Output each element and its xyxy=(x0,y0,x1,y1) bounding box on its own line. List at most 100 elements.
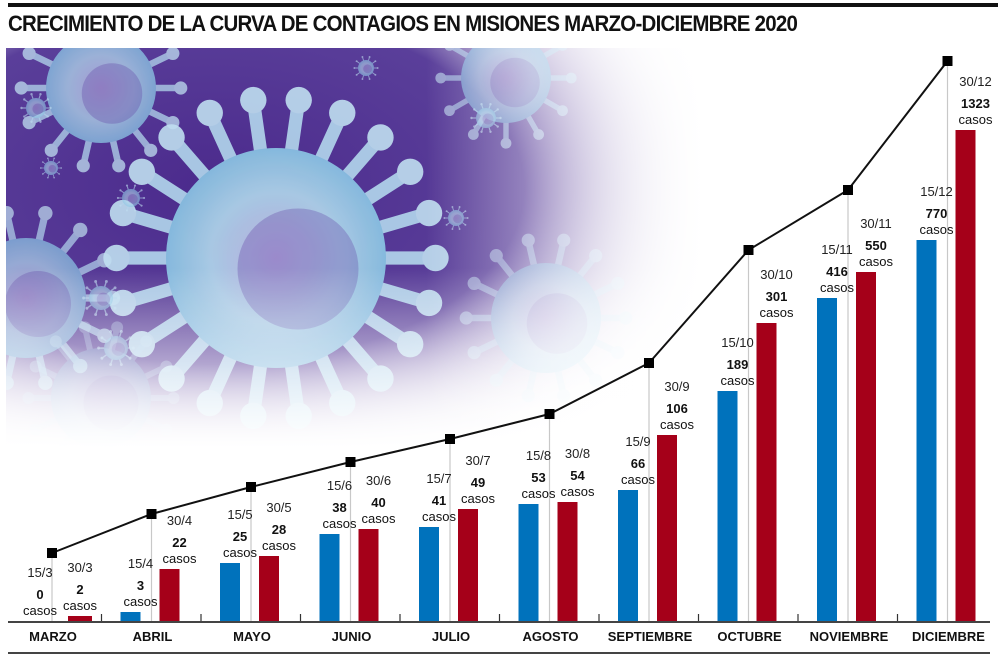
date-label: 30/7 xyxy=(465,453,490,468)
bottom-rule xyxy=(8,652,990,654)
bar-end-month-30-4 xyxy=(159,569,180,621)
value-label: 0 xyxy=(36,587,43,602)
unit-label: casos xyxy=(920,222,954,237)
date-label: 30/8 xyxy=(565,446,590,461)
trend-line xyxy=(47,56,953,558)
date-label: 15/11 xyxy=(821,242,853,257)
bar-end-month-30-3 xyxy=(68,616,92,621)
value-label: 1323 xyxy=(961,96,990,111)
value-label: 41 xyxy=(432,493,446,508)
month-label: JULIO xyxy=(432,629,470,644)
month-label: ABRIL xyxy=(133,629,173,644)
bar-end-month-30-6 xyxy=(358,529,379,621)
unit-label: casos xyxy=(721,373,755,388)
value-label: 53 xyxy=(531,470,545,485)
bar-mid-month-15-5 xyxy=(220,563,240,621)
date-label: 30/11 xyxy=(860,216,892,231)
date-label: 30/10 xyxy=(760,267,793,282)
value-label: 49 xyxy=(471,475,485,490)
trend-marker xyxy=(146,509,157,519)
unit-label: casos xyxy=(362,511,396,526)
month-label: SEPTIEMBRE xyxy=(608,629,693,644)
trend-marker xyxy=(345,457,356,467)
date-label: 30/9 xyxy=(664,379,689,394)
date-label: 30/5 xyxy=(266,500,291,515)
month-labels: MARZO ABRIL MAYO JUNIO JULIO AGOSTO SEPTIEMBRE… xyxy=(29,629,985,644)
date-label: 30/6 xyxy=(366,473,391,488)
value-label: 22 xyxy=(172,535,186,550)
unit-label: casos xyxy=(621,472,655,487)
unit-label: casos xyxy=(23,603,57,618)
date-label: 30/4 xyxy=(167,513,192,528)
month-label: MARZO xyxy=(29,629,77,644)
date-label: 15/5 xyxy=(227,507,252,522)
bar-end-month-30-5 xyxy=(259,556,279,621)
date-label: 15/8 xyxy=(526,448,551,463)
unit-label: casos xyxy=(859,254,893,269)
date-label: 30/3 xyxy=(67,560,92,575)
unit-label: casos xyxy=(522,486,556,501)
value-label: 66 xyxy=(631,456,645,471)
month-label: NOVIEMBRE xyxy=(810,629,889,644)
month-label: OCTUBRE xyxy=(717,629,782,644)
bar-end-month-30-10 xyxy=(756,323,777,621)
date-label: 30/12 xyxy=(959,74,992,89)
bar-end-month-30-7 xyxy=(458,509,478,621)
value-label: 550 xyxy=(865,238,887,253)
unit-label: casos xyxy=(323,516,357,531)
bar-mid-month-15-10 xyxy=(717,391,738,621)
bar-mid-month-15-12 xyxy=(916,240,937,621)
date-label: 15/10 xyxy=(721,335,754,350)
value-label: 2 xyxy=(76,582,83,597)
value-label: 54 xyxy=(570,468,585,483)
unit-label: casos xyxy=(959,112,993,127)
trend-marker xyxy=(743,245,754,255)
bar-mid-month-15-8 xyxy=(518,504,539,621)
value-label: 770 xyxy=(926,206,948,221)
value-label: 38 xyxy=(332,500,346,515)
bar-mid-month-15-6 xyxy=(319,534,340,621)
trend-marker xyxy=(544,409,555,419)
unit-label: casos xyxy=(561,484,595,499)
unit-label: casos xyxy=(422,509,456,524)
month-label: MAYO xyxy=(233,629,271,644)
x-axis xyxy=(8,614,990,623)
trend-polyline xyxy=(51,60,949,554)
unit-label: casos xyxy=(223,545,257,560)
value-label: 301 xyxy=(766,289,788,304)
unit-label: casos xyxy=(660,417,694,432)
unit-label: casos xyxy=(760,305,794,320)
date-label: 15/6 xyxy=(327,478,352,493)
date-label: 15/7 xyxy=(426,471,451,486)
unit-label: casos xyxy=(262,538,296,553)
month-label: AGOSTO xyxy=(522,629,578,644)
date-label: 15/4 xyxy=(128,556,153,571)
bars xyxy=(68,130,976,621)
chart-title: CRECIMIENTO DE LA CURVA DE CONTAGIOS EN … xyxy=(8,11,798,36)
date-label: 15/3 xyxy=(27,565,52,580)
unit-label: casos xyxy=(461,491,495,506)
trend-marker xyxy=(47,548,57,558)
trend-marker xyxy=(445,434,455,444)
value-label: 25 xyxy=(233,529,247,544)
top-rule xyxy=(8,3,998,7)
value-label: 416 xyxy=(826,264,848,279)
unit-label: casos xyxy=(124,594,158,609)
bar-end-month-30-8 xyxy=(557,502,578,621)
bar-mid-month-15-9 xyxy=(618,490,638,621)
unit-label: casos xyxy=(63,598,97,613)
coronavirus-background-image xyxy=(6,48,706,448)
value-label: 40 xyxy=(371,495,385,510)
month-label: DICIEMBRE xyxy=(912,629,985,644)
bar-mid-month-15-4 xyxy=(120,612,141,621)
date-label: 15/9 xyxy=(625,434,650,449)
bar-end-month-30-11 xyxy=(856,272,876,621)
unit-label: casos xyxy=(820,280,854,295)
gridlines xyxy=(51,61,949,621)
month-label: JUNIO xyxy=(332,629,372,644)
value-label: 3 xyxy=(137,578,144,593)
unit-label: casos xyxy=(163,551,197,566)
date-label: 15/12 xyxy=(920,184,953,199)
